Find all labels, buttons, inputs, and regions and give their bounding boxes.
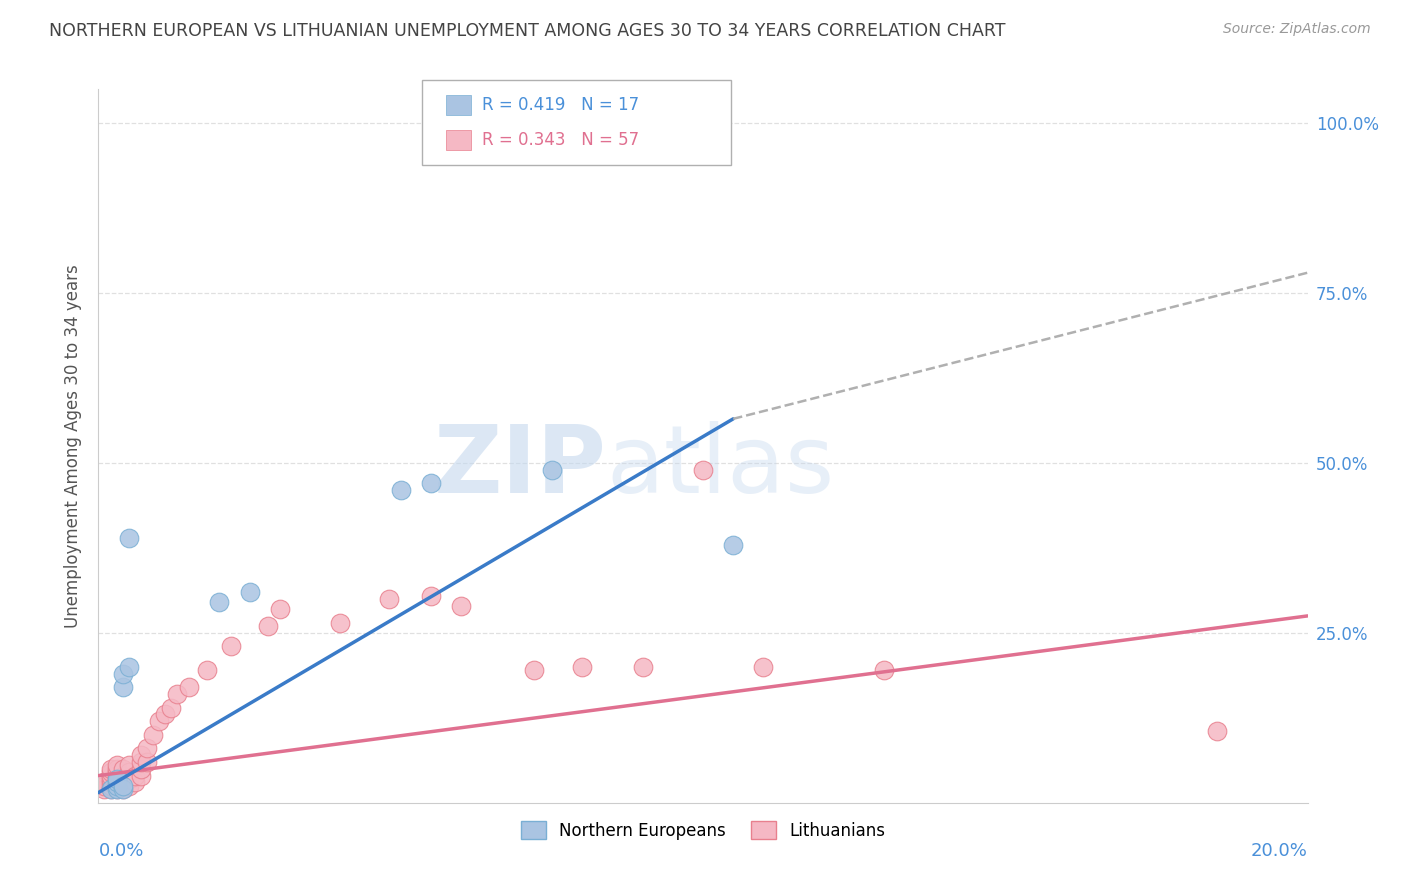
Point xyxy=(111,782,134,797)
Point xyxy=(100,762,122,776)
Text: NORTHERN EUROPEAN VS LITHUANIAN UNEMPLOYMENT AMONG AGES 30 TO 34 YEARS CORRELATI: NORTHERN EUROPEAN VS LITHUANIAN UNEMPLOY… xyxy=(49,22,1005,40)
Point xyxy=(221,640,243,654)
Point xyxy=(105,775,128,789)
Point xyxy=(166,687,188,701)
Point xyxy=(540,463,562,477)
Point xyxy=(111,779,134,793)
Point xyxy=(239,585,262,599)
Point xyxy=(93,779,115,793)
Point xyxy=(111,680,134,694)
Text: ZIP: ZIP xyxy=(433,421,606,514)
Point xyxy=(105,765,128,780)
Point xyxy=(420,476,443,491)
Point xyxy=(377,591,399,606)
Text: atlas: atlas xyxy=(606,421,835,514)
Point xyxy=(1206,724,1229,739)
Point xyxy=(105,772,128,786)
Text: 0.0%: 0.0% xyxy=(98,842,143,860)
Point xyxy=(723,537,745,551)
Point xyxy=(571,660,593,674)
Point xyxy=(105,782,128,797)
Point xyxy=(148,714,170,729)
Point xyxy=(118,772,141,786)
Point xyxy=(269,602,291,616)
Y-axis label: Unemployment Among Ages 30 to 34 years: Unemployment Among Ages 30 to 34 years xyxy=(63,264,82,628)
Point xyxy=(105,758,128,772)
Point xyxy=(111,769,134,783)
Point xyxy=(111,772,134,786)
Point xyxy=(105,775,128,789)
Point xyxy=(100,765,122,780)
Point xyxy=(450,599,472,613)
Point xyxy=(118,765,141,780)
Point xyxy=(93,775,115,789)
Point xyxy=(100,775,122,789)
Point xyxy=(105,779,128,793)
Point xyxy=(105,762,128,776)
Text: Source: ZipAtlas.com: Source: ZipAtlas.com xyxy=(1223,22,1371,37)
Point xyxy=(100,772,122,786)
Text: 20.0%: 20.0% xyxy=(1251,842,1308,860)
Point xyxy=(124,775,146,789)
Point xyxy=(129,762,152,776)
Point xyxy=(160,700,183,714)
Point xyxy=(111,775,134,789)
Point xyxy=(118,758,141,772)
Point xyxy=(111,666,134,681)
Point xyxy=(100,779,122,793)
Point xyxy=(389,483,412,498)
Point xyxy=(179,680,201,694)
Point xyxy=(100,782,122,797)
Point xyxy=(420,589,443,603)
Point xyxy=(111,779,134,793)
Point xyxy=(195,663,218,677)
Point xyxy=(105,779,128,793)
Point xyxy=(105,782,128,797)
Point xyxy=(692,463,714,477)
Point xyxy=(111,762,134,776)
Point xyxy=(208,595,231,609)
Point xyxy=(631,660,654,674)
Point xyxy=(523,663,546,677)
Point xyxy=(100,769,122,783)
Text: R = 0.343   N = 57: R = 0.343 N = 57 xyxy=(482,131,640,149)
Point xyxy=(256,619,278,633)
Point xyxy=(124,769,146,783)
Point xyxy=(118,531,141,545)
Point xyxy=(93,782,115,797)
Point xyxy=(153,707,176,722)
Point xyxy=(100,782,122,797)
Point xyxy=(873,663,896,677)
Point xyxy=(118,779,141,793)
Point xyxy=(111,782,134,797)
Point xyxy=(129,755,152,769)
Point xyxy=(105,772,128,786)
Legend: Northern Europeans, Lithuanians: Northern Europeans, Lithuanians xyxy=(512,814,894,848)
Point xyxy=(142,728,165,742)
Point xyxy=(752,660,775,674)
Text: R = 0.419   N = 17: R = 0.419 N = 17 xyxy=(482,96,640,114)
Point xyxy=(135,741,157,756)
Point xyxy=(129,748,152,763)
Point xyxy=(129,769,152,783)
Point xyxy=(329,615,352,630)
Point xyxy=(118,660,141,674)
Point xyxy=(135,755,157,769)
Point xyxy=(105,769,128,783)
